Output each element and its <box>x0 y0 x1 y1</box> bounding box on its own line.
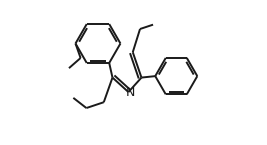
Text: N: N <box>125 86 135 99</box>
